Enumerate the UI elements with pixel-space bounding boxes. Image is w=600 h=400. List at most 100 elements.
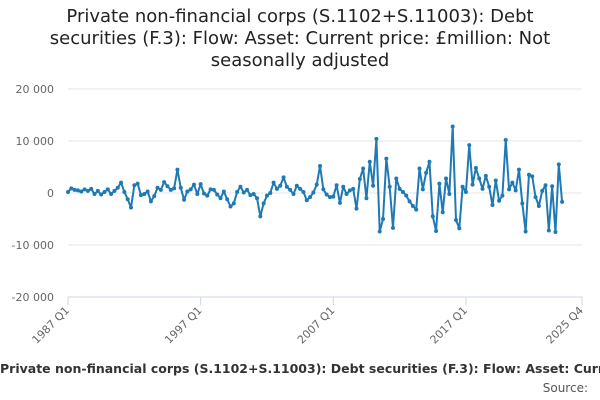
data-point[interactable]	[490, 202, 495, 207]
data-point[interactable]	[218, 196, 223, 201]
data-point[interactable]	[550, 184, 555, 189]
data-point[interactable]	[533, 195, 538, 200]
data-point[interactable]	[138, 193, 143, 198]
data-point[interactable]	[311, 190, 316, 195]
data-point[interactable]	[95, 188, 100, 193]
data-point[interactable]	[364, 196, 369, 201]
data-point[interactable]	[69, 186, 74, 191]
data-point[interactable]	[536, 204, 541, 208]
data-point[interactable]	[394, 176, 399, 181]
data-point[interactable]	[135, 181, 140, 186]
data-point[interactable]	[553, 230, 558, 234]
data-point[interactable]	[168, 187, 173, 192]
data-point[interactable]	[288, 187, 293, 192]
data-point[interactable]	[510, 180, 515, 185]
data-point[interactable]	[447, 192, 452, 197]
data-point[interactable]	[278, 183, 283, 188]
data-point[interactable]	[102, 189, 107, 194]
data-point[interactable]	[337, 200, 342, 205]
data-point[interactable]	[152, 194, 157, 199]
data-point[interactable]	[560, 199, 565, 204]
data-point[interactable]	[298, 186, 303, 191]
data-point[interactable]	[367, 159, 372, 164]
data-point[interactable]	[327, 195, 332, 200]
data-point[interactable]	[245, 187, 250, 192]
data-point[interactable]	[347, 188, 352, 193]
data-point[interactable]	[172, 186, 177, 191]
data-point[interactable]	[516, 167, 521, 172]
data-point[interactable]	[231, 201, 236, 206]
data-point[interactable]	[500, 193, 505, 198]
data-point[interactable]	[228, 204, 233, 209]
data-point[interactable]	[201, 191, 206, 196]
data-point[interactable]	[480, 186, 485, 191]
data-point[interactable]	[208, 187, 213, 192]
data-point[interactable]	[331, 194, 336, 199]
data-point[interactable]	[112, 188, 117, 193]
data-point[interactable]	[434, 228, 439, 233]
data-point[interactable]	[384, 156, 389, 161]
data-point[interactable]	[453, 218, 458, 223]
data-point[interactable]	[129, 205, 134, 210]
data-point[interactable]	[546, 228, 551, 233]
data-point[interactable]	[145, 189, 150, 194]
data-point[interactable]	[397, 186, 402, 191]
data-point[interactable]	[543, 183, 548, 188]
data-point[interactable]	[188, 187, 193, 192]
data-point[interactable]	[175, 167, 180, 172]
data-point[interactable]	[407, 199, 412, 204]
data-point[interactable]	[450, 124, 455, 129]
data-point[interactable]	[417, 166, 422, 171]
data-point[interactable]	[477, 176, 482, 181]
data-point[interactable]	[294, 183, 299, 188]
data-point[interactable]	[460, 184, 465, 189]
data-point[interactable]	[264, 193, 269, 198]
data-point[interactable]	[377, 229, 382, 234]
data-point[interactable]	[308, 195, 313, 200]
data-point[interactable]	[258, 214, 263, 219]
data-point[interactable]	[387, 184, 392, 189]
data-point[interactable]	[318, 163, 323, 168]
data-point[interactable]	[487, 184, 492, 189]
data-point[interactable]	[92, 192, 97, 197]
data-point[interactable]	[301, 189, 306, 194]
data-point[interactable]	[274, 186, 279, 191]
data-point[interactable]	[371, 183, 376, 188]
data-point[interactable]	[520, 201, 525, 206]
data-point[interactable]	[142, 192, 147, 197]
data-point[interactable]	[526, 172, 531, 177]
data-point[interactable]	[215, 192, 220, 197]
data-point[interactable]	[192, 182, 197, 187]
data-point[interactable]	[404, 193, 409, 198]
data-point[interactable]	[132, 183, 137, 188]
data-point[interactable]	[314, 182, 319, 187]
data-point[interactable]	[148, 199, 153, 204]
data-point[interactable]	[457, 226, 462, 231]
data-point[interactable]	[162, 180, 167, 185]
data-point[interactable]	[424, 170, 429, 175]
data-point[interactable]	[72, 187, 77, 192]
data-point[interactable]	[255, 196, 260, 201]
data-point[interactable]	[284, 184, 289, 189]
data-point[interactable]	[440, 210, 445, 215]
data-point[interactable]	[463, 189, 468, 194]
data-point[interactable]	[354, 206, 359, 211]
data-point[interactable]	[483, 173, 488, 178]
data-point[interactable]	[493, 178, 498, 183]
data-point[interactable]	[79, 189, 84, 194]
data-point[interactable]	[165, 184, 170, 189]
data-point[interactable]	[195, 192, 200, 197]
data-point[interactable]	[467, 143, 472, 148]
data-point[interactable]	[261, 201, 266, 206]
data-point[interactable]	[437, 181, 442, 186]
data-point[interactable]	[115, 185, 120, 190]
data-point[interactable]	[66, 189, 70, 194]
data-point[interactable]	[351, 186, 356, 191]
data-point[interactable]	[238, 184, 243, 189]
data-point[interactable]	[182, 197, 187, 202]
data-point[interactable]	[251, 192, 256, 197]
data-point[interactable]	[473, 166, 478, 171]
data-point[interactable]	[444, 176, 449, 181]
data-point[interactable]	[205, 193, 210, 198]
data-point[interactable]	[99, 192, 104, 197]
